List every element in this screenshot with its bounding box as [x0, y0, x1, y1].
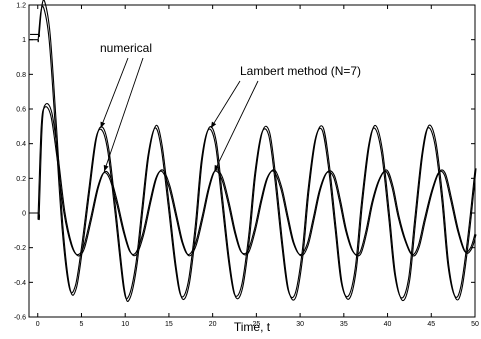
annotation-arrow [210, 80, 241, 129]
x-tick-label: 10 [121, 321, 129, 328]
x-tick-label: 35 [340, 321, 348, 328]
x-tick-label: 30 [296, 321, 304, 328]
series-line-2 [29, 106, 476, 256]
y-tick-label: 1 [22, 37, 26, 44]
y-tick-label: 0.4 [16, 141, 26, 148]
x-tick-label: 50 [471, 321, 479, 328]
y-tick-label: 0 [22, 211, 26, 218]
annotation-label: Lambert method (N=7) [240, 64, 361, 78]
annotation-arrow [100, 57, 129, 129]
y-tick-label: -0.4 [14, 280, 26, 287]
y-tick-label: 1.2 [16, 3, 26, 10]
x-tick-label: 5 [80, 321, 84, 328]
x-axis-label: Time, t [234, 320, 271, 334]
y-tick-label: -0.2 [14, 245, 26, 252]
annotation-arrow [103, 57, 144, 172]
annotation-arrowhead [100, 121, 106, 129]
x-tick-label: 0 [36, 321, 40, 328]
x-tick-label: 15 [165, 321, 173, 328]
y-tick-label: -0.6 [14, 315, 26, 322]
annotation-arrowhead [103, 164, 109, 172]
annotations: numerical Lambert method (N=7) [100, 41, 361, 172]
plot-area: 0 5 10 15 20 25 30 35 40 45 50 -0.6 -0.4 -0.2 0 0.2 0.4 0… [14, 0, 479, 328]
annotation-arrowhead [214, 164, 220, 172]
series-line-2-pair [30, 102, 477, 257]
x-tick-label: 40 [384, 321, 392, 328]
annotation-arrow [213, 80, 259, 172]
annotation-arrowhead [210, 121, 217, 129]
x-tick-label: 25 [252, 321, 260, 328]
series-line-1 [29, 5, 476, 300]
y-tick-label: 0.6 [16, 107, 26, 114]
y-tick-label: 0.2 [16, 176, 26, 183]
series-line-1-pair [30, 0, 477, 303]
plot-frame [28, 4, 476, 318]
x-tick-label: 45 [427, 321, 435, 328]
y-tick-label: 0.8 [16, 72, 26, 79]
x-tick-label: 20 [209, 321, 217, 328]
annotation-label: numerical [100, 41, 152, 55]
